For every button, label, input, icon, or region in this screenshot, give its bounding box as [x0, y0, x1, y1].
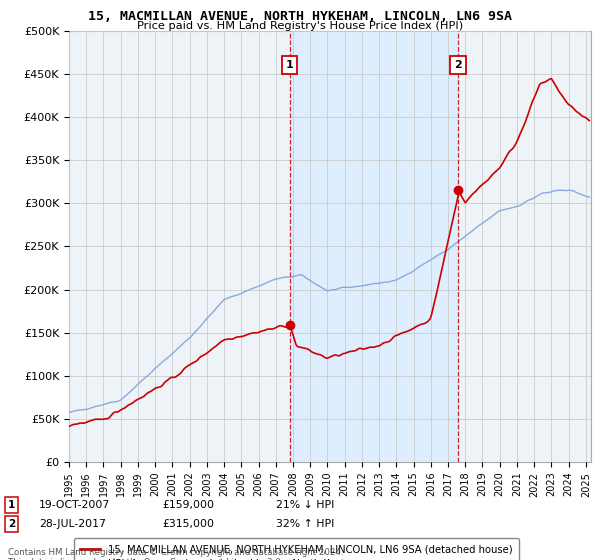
Text: 19-OCT-2007: 19-OCT-2007 [39, 500, 110, 510]
Text: 1: 1 [286, 60, 293, 71]
Bar [290, 31, 458, 462]
Legend: 15, MACMILLAN AVENUE, NORTH HYKEHAM, LINCOLN, LN6 9SA (detached house), HPI: Ave: 15, MACMILLAN AVENUE, NORTH HYKEHAM, LIN… [74, 538, 518, 560]
Text: 21% ↓ HPI: 21% ↓ HPI [276, 500, 334, 510]
Text: 32% ↑ HPI: 32% ↑ HPI [276, 519, 334, 529]
Text: Price paid vs. HM Land Registry's House Price Index (HPI): Price paid vs. HM Land Registry's House … [137, 21, 463, 31]
Text: Contains HM Land Registry data © Crown copyright and database right 2024.
This d: Contains HM Land Registry data © Crown c… [8, 548, 343, 560]
Text: 1: 1 [8, 500, 15, 510]
Text: 15, MACMILLAN AVENUE, NORTH HYKEHAM, LINCOLN, LN6 9SA: 15, MACMILLAN AVENUE, NORTH HYKEHAM, LIN… [88, 10, 512, 23]
Text: 28-JUL-2017: 28-JUL-2017 [39, 519, 106, 529]
Text: 2: 2 [454, 60, 462, 71]
Text: £159,000: £159,000 [162, 500, 214, 510]
Text: 2: 2 [8, 519, 15, 529]
Text: £315,000: £315,000 [162, 519, 214, 529]
